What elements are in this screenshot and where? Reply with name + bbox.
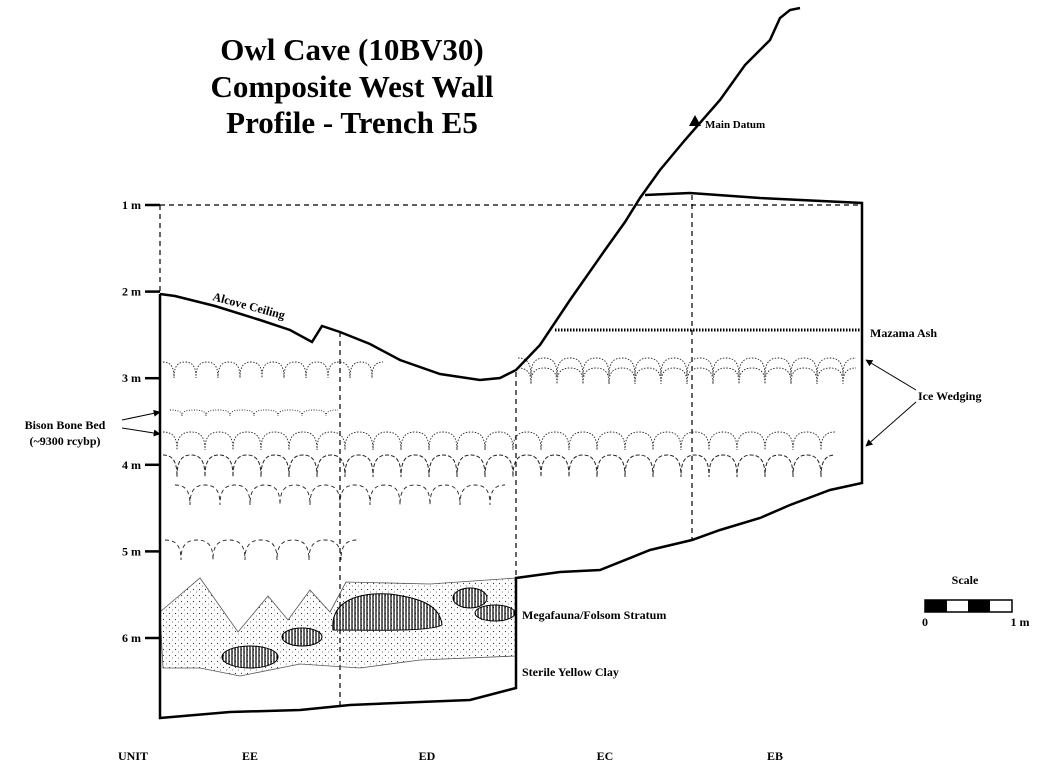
label: Megafauna/Folsom Stratum [522,608,666,622]
scale-bar: Scale 0 1 m [922,573,1030,629]
depth-label: 6 m [122,631,141,645]
trench-walls [158,191,864,720]
depth-label: 2 m [122,285,141,299]
wedge-row [169,409,339,417]
unit-label: ED [419,749,436,763]
scale-start: 0 [922,615,928,629]
unit-label: EB [767,749,783,763]
wedge-row [517,367,857,385]
ice-wedges [162,357,857,561]
wedge-row [517,357,857,377]
title-line: Owl Cave (10BV30) [220,32,483,67]
wedge-row [162,361,384,379]
alcove-ceiling [159,6,801,382]
title-line: Profile - Trench E5 [226,105,478,140]
depth-label: 1 m [122,198,141,212]
title: Owl Cave (10BV30) Composite West Wall Pr… [210,32,493,140]
arrow [865,359,917,391]
label: Sterile Yellow Clay [522,665,619,679]
arrow [121,409,161,421]
depth-scale: 1 m 2 m 3 m 4 m 5 m 6 m [122,198,160,645]
label: (~9300 rcybp) [29,434,100,448]
unit-label: EE [242,749,258,763]
label: Ice Wedging [918,389,981,403]
label: Bison Bone Bed [25,418,106,432]
depth-label: 4 m [122,458,141,472]
datum-marker [689,115,701,126]
unit-labels: UNIT EE ED EC EB [118,749,783,763]
scale-title: Scale [952,573,979,587]
scale-end: 1 m [1011,615,1030,629]
label: Mazama Ash [870,326,937,340]
wedge-row [162,431,836,451]
title-line: Composite West Wall [210,69,493,104]
arrow [865,401,917,447]
wedge-row [174,484,506,506]
megafauna-bones [221,587,516,669]
label: Main Datum [705,119,765,131]
wedge-row [162,454,836,478]
unit-label: EC [597,749,614,763]
arrow [121,427,161,437]
wedge-row [164,539,358,561]
unit-label: UNIT [118,749,148,763]
depth-label: 3 m [122,371,141,385]
depth-label: 5 m [122,544,141,558]
